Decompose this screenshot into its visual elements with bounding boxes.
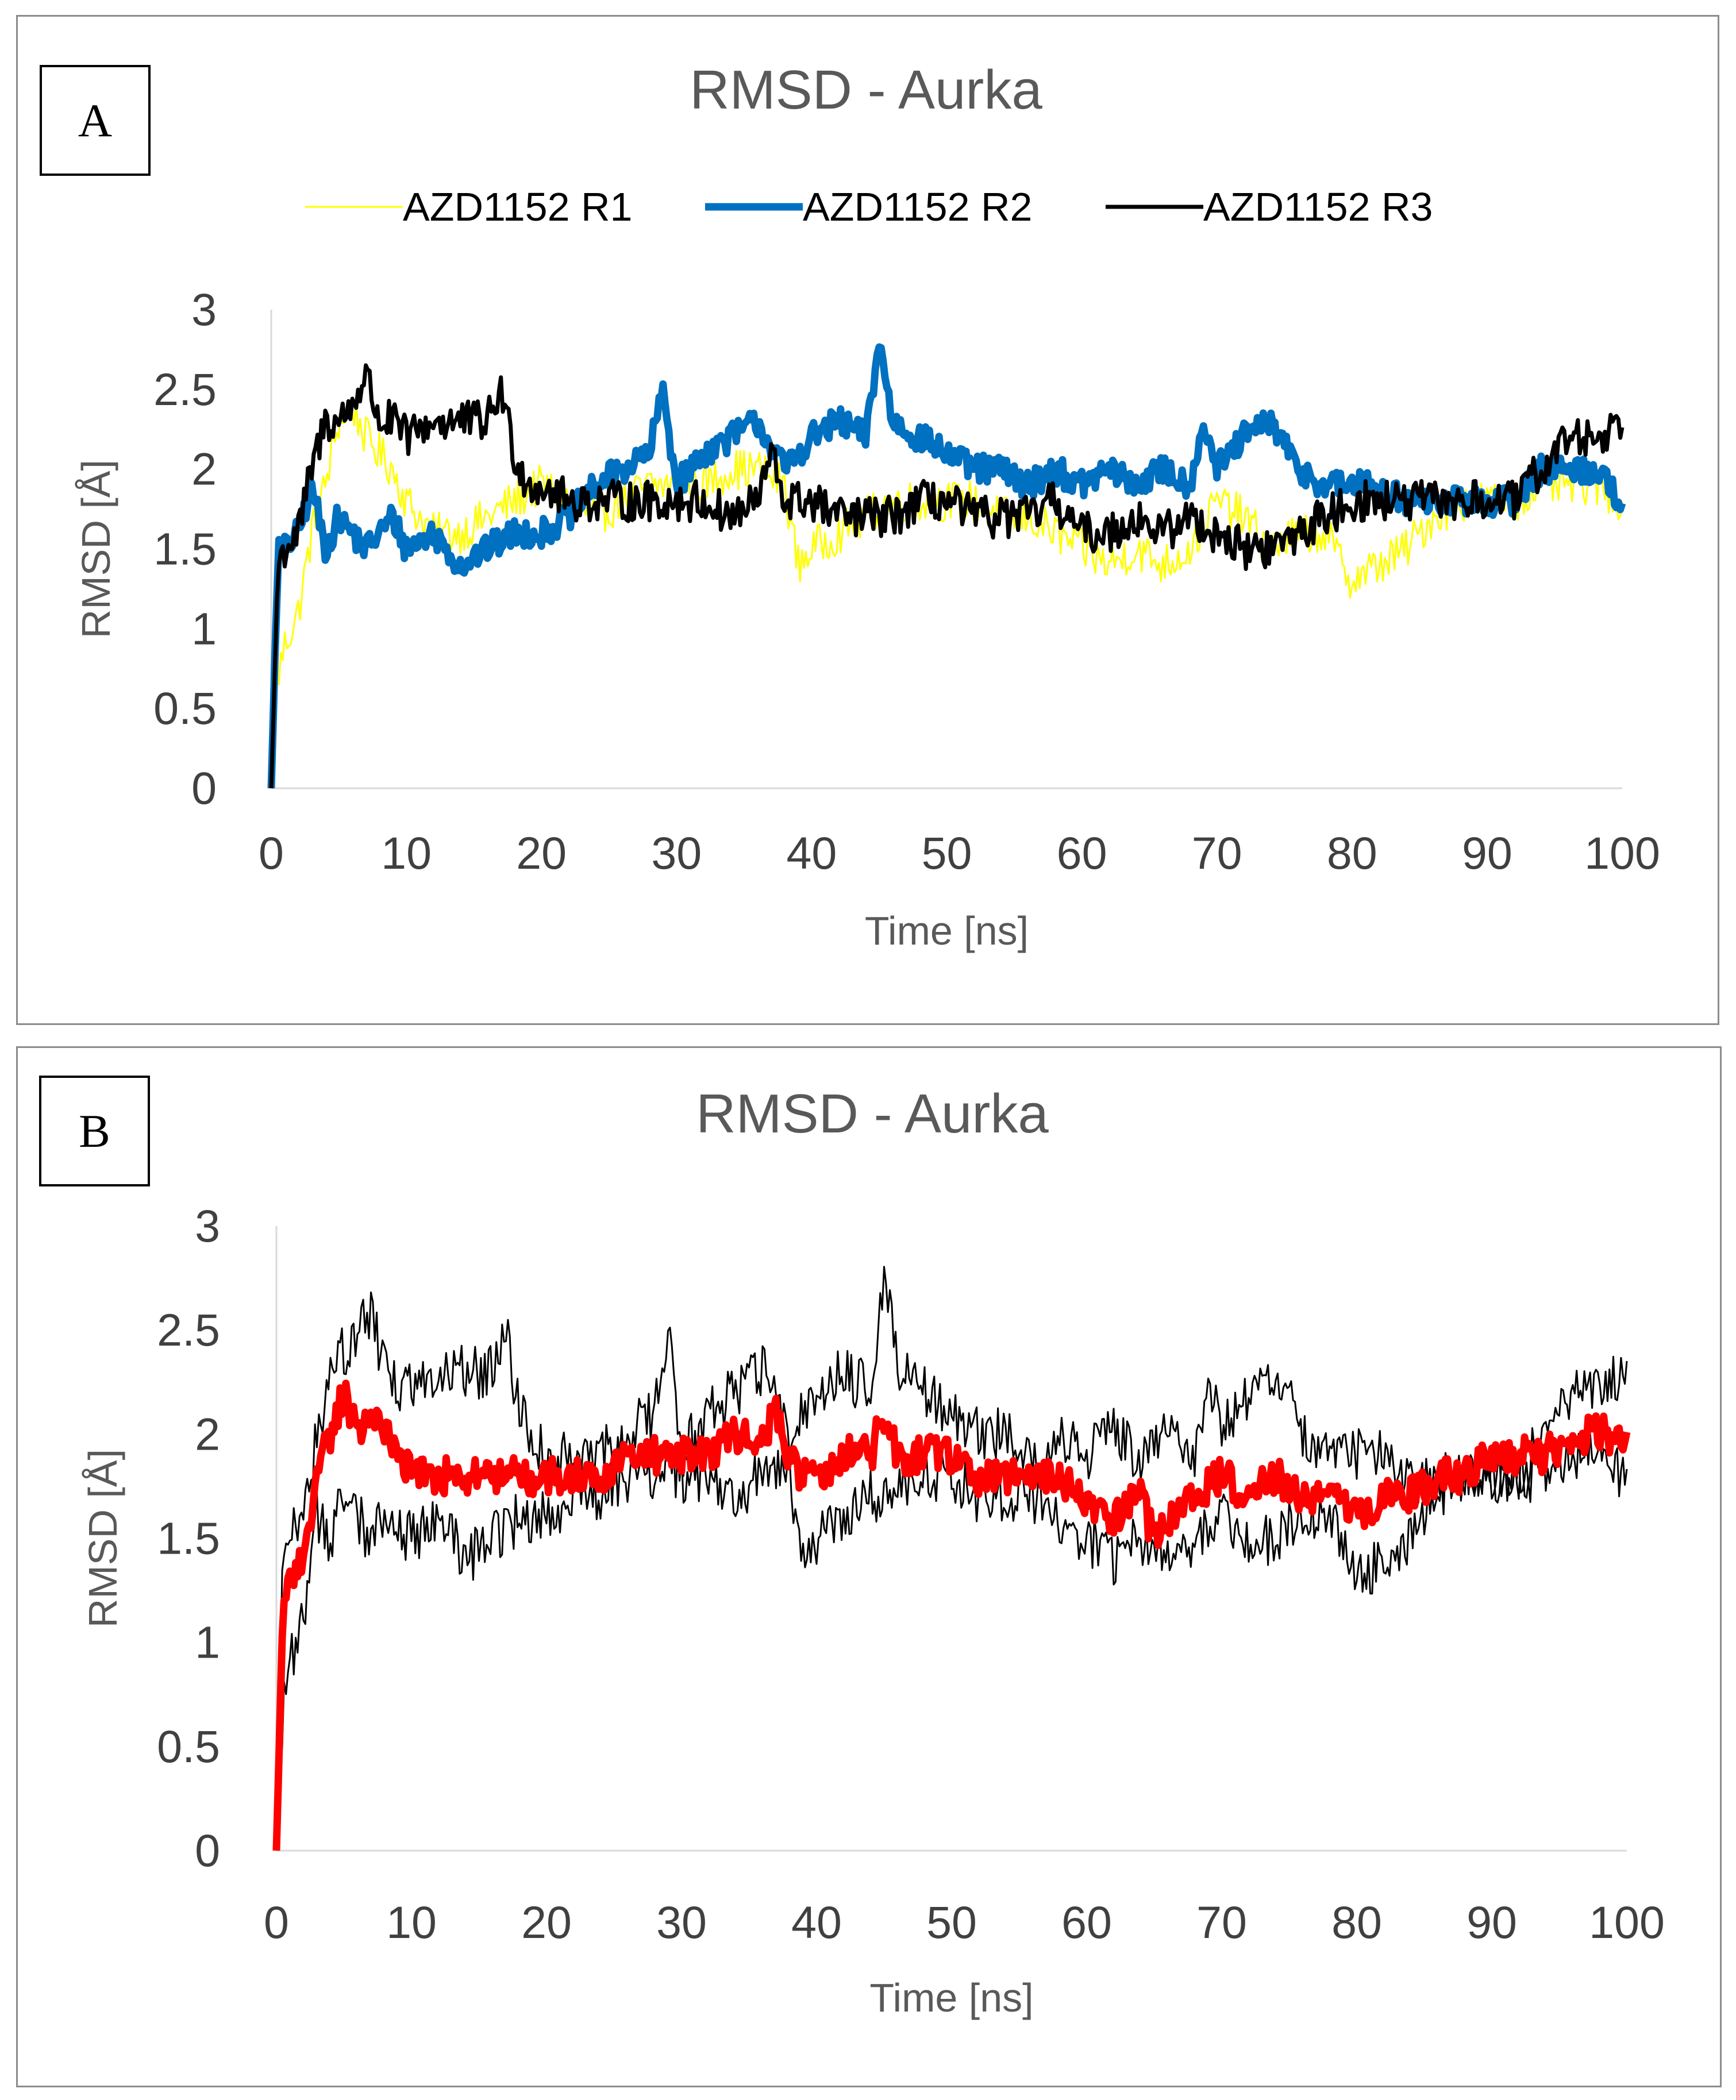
x-tick-label: 0: [264, 1897, 289, 1948]
x-tick-label: 70: [1196, 1897, 1247, 1948]
chart-title: RMSD - Aurka: [696, 1083, 1049, 1145]
y-tick-label: 3: [195, 1200, 220, 1251]
x-tick-label: 30: [656, 1897, 707, 1948]
x-tick-label: 50: [922, 827, 972, 878]
x-tick-label: 70: [1192, 827, 1242, 878]
y-tick-label: 0: [191, 762, 217, 814]
x-tick-label: 80: [1327, 827, 1377, 878]
x-tick-label: 90: [1466, 1897, 1517, 1948]
y-tick-label: 0.5: [157, 1721, 220, 1772]
panel-label: B: [39, 1076, 150, 1186]
x-tick-label: 20: [516, 827, 567, 878]
y-tick-label: 3: [191, 284, 217, 335]
x-tick-label: 40: [791, 1897, 842, 1948]
series-line-3: [272, 1380, 1631, 1851]
y-tick-label: 1: [191, 603, 217, 654]
y-tick-label: 2.5: [157, 1304, 220, 1355]
x-axis-title: Time [ns]: [869, 1975, 1033, 2020]
series-line-1: [275, 1266, 1628, 1851]
x-tick-label: 60: [1057, 827, 1107, 878]
x-tick-label: 10: [381, 827, 432, 878]
x-tick-label: 20: [521, 1897, 572, 1948]
y-tick-label: 0.5: [153, 683, 217, 734]
y-axis-title: RMSD [Å]: [74, 460, 118, 638]
legend-label: AZD1152 R3: [1203, 184, 1433, 229]
x-tick-label: 60: [1061, 1897, 1112, 1948]
x-tick-label: 80: [1331, 1897, 1382, 1948]
legend-label: AZD1152 R2: [803, 184, 1032, 229]
y-axis-title: RMSD [Å]: [80, 1449, 125, 1628]
chart-b: RMSD - Aurka 0 10 20 30 40 50 60 70 80 90 100 0 0.5 1 1…: [80, 1083, 1665, 2020]
x-tick-label: 40: [786, 827, 837, 878]
series-line-3: [269, 363, 1625, 789]
chart-title: RMSD - Aurka: [690, 59, 1042, 121]
x-tick-label: 30: [651, 827, 702, 878]
y-tick-label: 2.5: [153, 364, 217, 415]
x-tick-label: 100: [1584, 827, 1660, 878]
y-tick-label: 1.5: [157, 1513, 220, 1564]
y-tick-label: 1: [195, 1617, 220, 1668]
x-tick-label: 0: [259, 827, 284, 878]
chart-panel-b: B RMSD - Aurka 0 10 20 30 40 50 60 70 80 90 100 0 0.5…: [16, 1046, 1722, 2087]
x-tick-label: 50: [926, 1897, 977, 1948]
legend-label: AZD1152 R1: [403, 184, 632, 229]
y-tick-label: 2: [191, 444, 217, 495]
x-tick-label: 100: [1589, 1897, 1665, 1948]
x-tick-label: 10: [386, 1897, 437, 1948]
y-tick-label: 1.5: [153, 523, 217, 575]
y-tick-label: 2: [195, 1408, 220, 1459]
chart-panel-a: A RMSD - Aurka 0 10 20 30 40 50 60 70 80 90 100 0 0.5…: [16, 15, 1719, 1025]
series-line-2: [275, 1432, 1628, 1851]
panel-label: A: [40, 65, 151, 176]
x-axis-title: Time [ns]: [865, 908, 1029, 953]
x-tick-label: 90: [1462, 827, 1512, 878]
chart-a: RMSD - Aurka 0 10 20 30 40 50 60 70 80 90 100 0 0.5 1 1…: [74, 59, 1660, 953]
y-tick-label: 0: [195, 1825, 220, 1876]
